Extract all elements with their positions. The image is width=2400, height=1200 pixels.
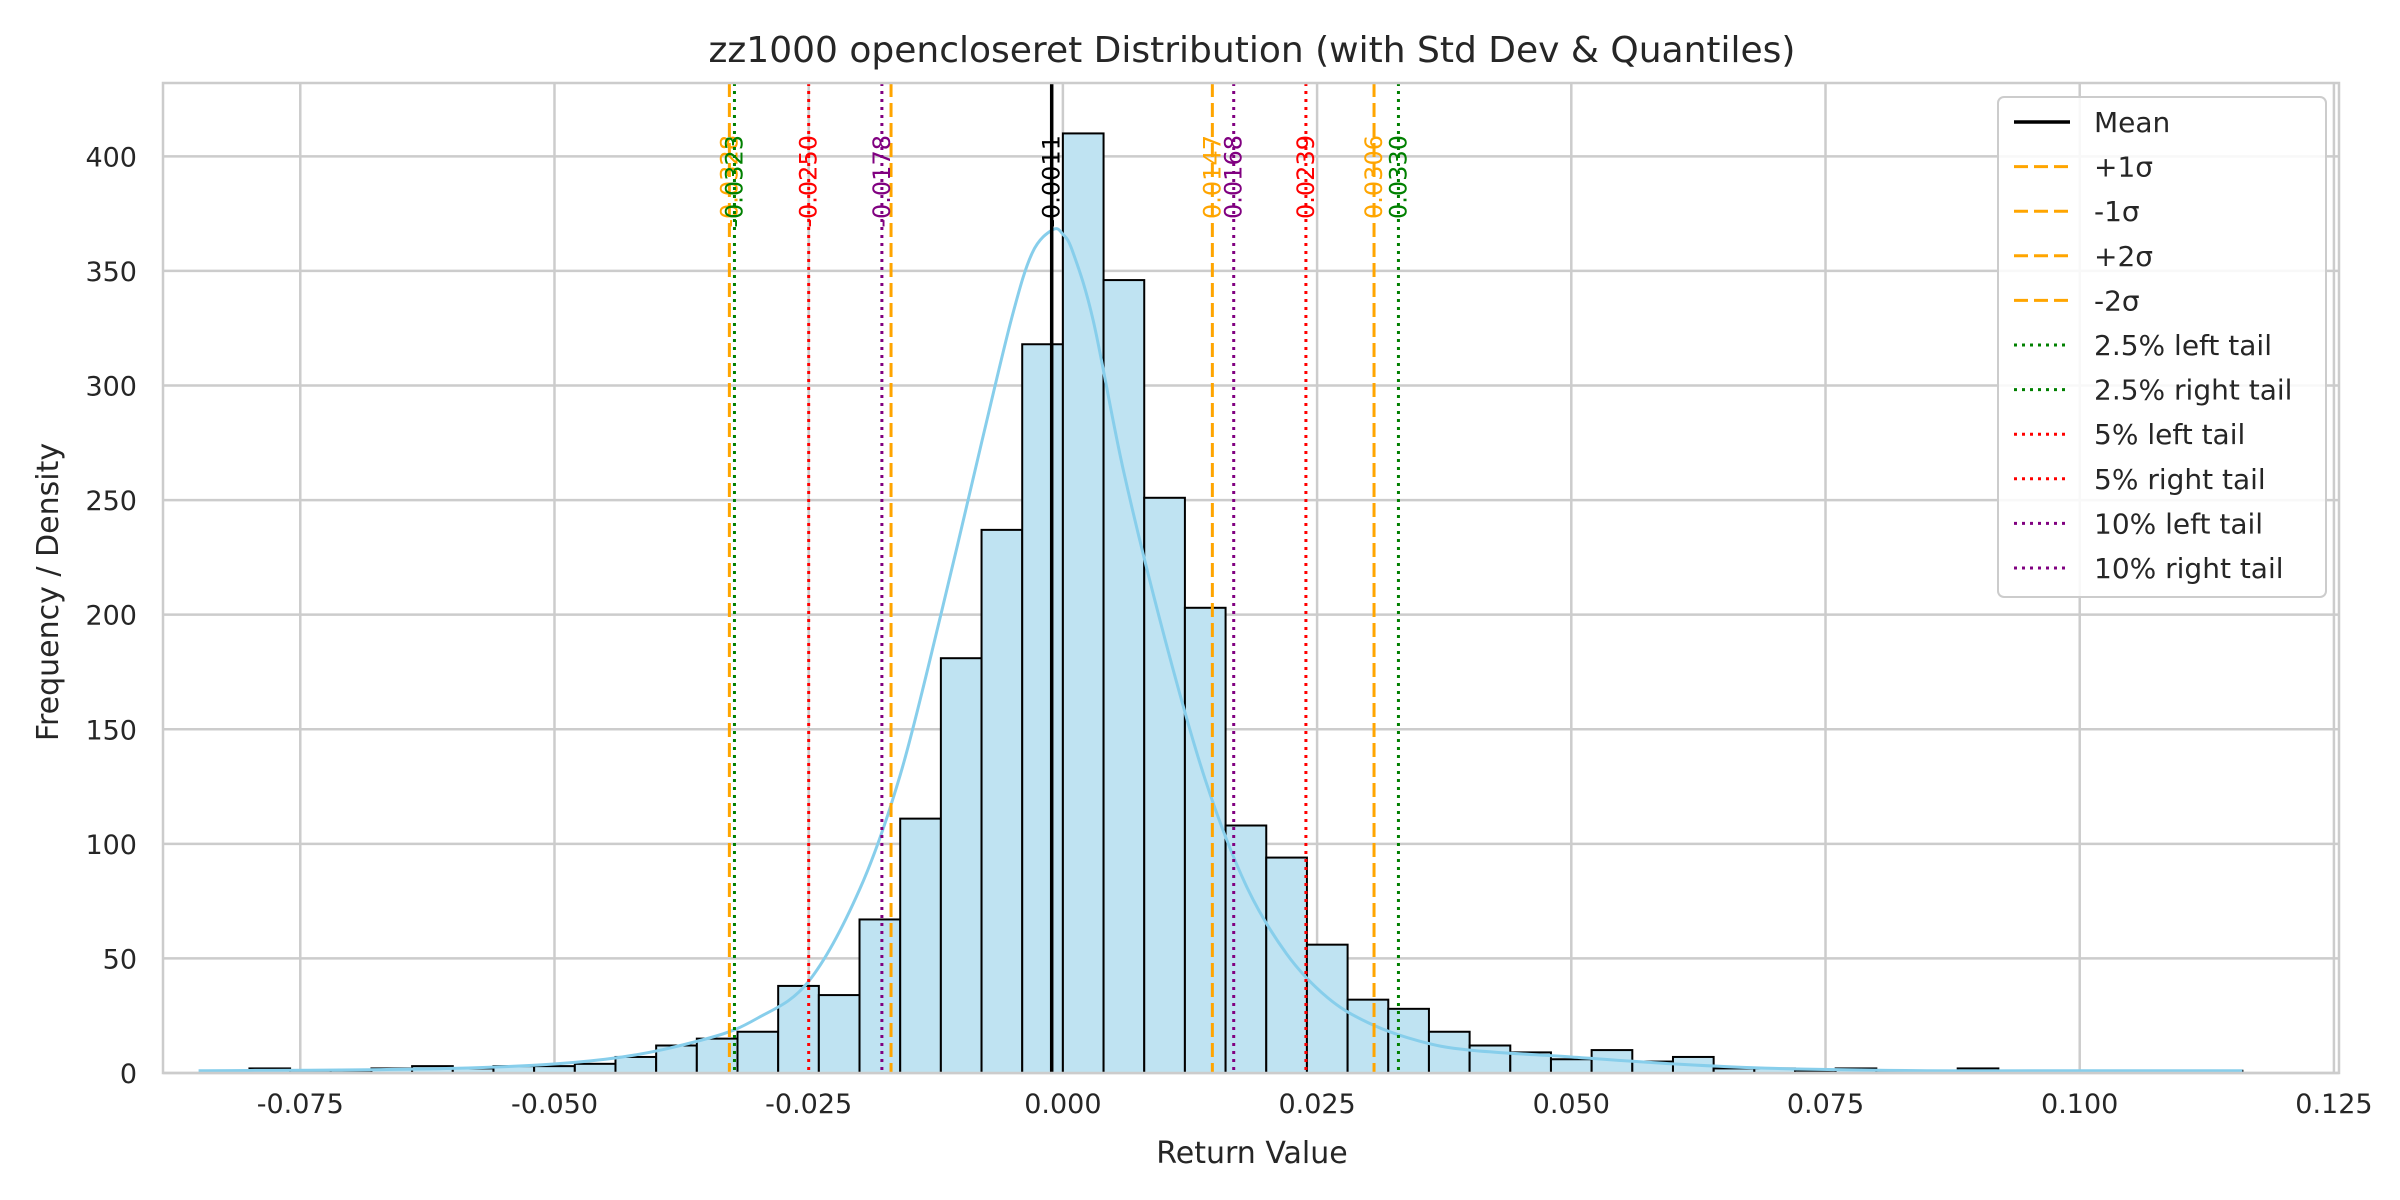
legend-label: 10% right tail [2094,552,2284,585]
histogram-bar [777,984,820,1075]
legend-label: 2.5% left tail [2094,329,2272,362]
legend-label: +1σ [2094,151,2153,184]
histogram-bar [1061,132,1105,1074]
right-10-tail-label: 0.0168 [1220,135,1248,219]
histogram-bar [1549,1058,1593,1074]
mean-label: -0.0011 [1038,135,1066,228]
left-2-5-tail-label: -0.0323 [720,135,748,228]
reference-lines: -0.0011 0.0147 0.0306 -0.0328-0.0323 0.0330 -… [715,83,1412,1073]
y-tick-label: 350 [85,257,137,288]
legend-label: 2.5% right tail [2094,374,2292,407]
y-tick-label: 250 [85,486,137,517]
y-tick-label: 100 [85,830,137,861]
histogram-bar [736,1030,780,1074]
histogram-bar [1224,824,1268,1074]
legend-label: 5% left tail [2094,418,2245,451]
x-tick-label: -0.075 [257,1089,344,1120]
y-tick-label: 200 [85,601,137,632]
histogram-bar [695,1037,739,1074]
legend: Mean +1σ -1σ +2σ -2σ 2.5% left tail 2.5% right… [1997,96,2327,598]
legend-label: -1σ [2094,195,2140,228]
y-tick-label: 300 [85,372,137,403]
histogram-bar [1183,606,1227,1075]
histogram-bar [939,657,983,1074]
legend-label: 10% left tail [2094,507,2263,540]
y-axis-ticks: 0 50 100 150 200 250 300 350 400 [85,142,137,1090]
x-tick-label: 0.100 [2041,1089,2118,1120]
y-tick-label: 400 [85,142,137,173]
x-tick-label: 0.125 [2295,1089,2372,1120]
histogram-bar [899,817,942,1074]
x-tick-label: -0.050 [511,1089,598,1120]
plus-1-sigma-label: 0.0147 [1198,135,1226,219]
histogram-bar [1021,343,1064,1074]
y-tick-label: 50 [103,944,137,975]
left-5-tail-label: -0.0250 [795,135,823,228]
x-axis-label: Return Value [1156,1136,1347,1171]
legend-label: -2σ [2094,284,2140,317]
histogram-bar [573,1062,617,1075]
histogram-bar [817,994,861,1074]
histogram-bar [1427,1030,1471,1074]
legend-label: +2σ [2094,240,2153,273]
x-tick-label: -0.025 [765,1089,852,1120]
x-tick-label: 0.050 [1533,1089,1610,1120]
right-5-tail-label: 0.0239 [1292,135,1320,219]
x-tick-label: 0.000 [1024,1089,1101,1120]
x-tick-label: 0.075 [1787,1089,1864,1120]
plot-frame [161,81,2341,1075]
legend-label: 5% right tail [2094,463,2266,496]
y-tick-label: 150 [85,715,137,746]
plus-2-sigma-label: 0.0306 [1360,135,1388,219]
kde-curve [198,227,2243,1073]
histogram-bar [614,1055,658,1075]
left-10-tail-label: -0.0178 [868,135,896,228]
histogram-bar [980,528,1024,1074]
legend-box [1997,96,2327,598]
chart-title: zz1000 opencloseret Distribution (with S… [709,30,1796,71]
y-axis-label: Frequency / Density [31,443,66,741]
histogram-bar [858,918,902,1074]
right-2-5-tail-label: 0.0330 [1384,135,1412,219]
minus-2-sigma-label: -0.0328 [715,135,743,228]
y-tick-label: 0 [120,1059,137,1090]
histogram-bar [1265,856,1308,1074]
histogram-bar [1346,998,1390,1075]
x-tick-label: 0.025 [1278,1089,1355,1120]
legend-label: Mean [2094,106,2170,139]
x-axis-ticks: -0.075 -0.050 -0.025 0.000 0.025 0.050 0.075 0.… [257,1089,2373,1120]
